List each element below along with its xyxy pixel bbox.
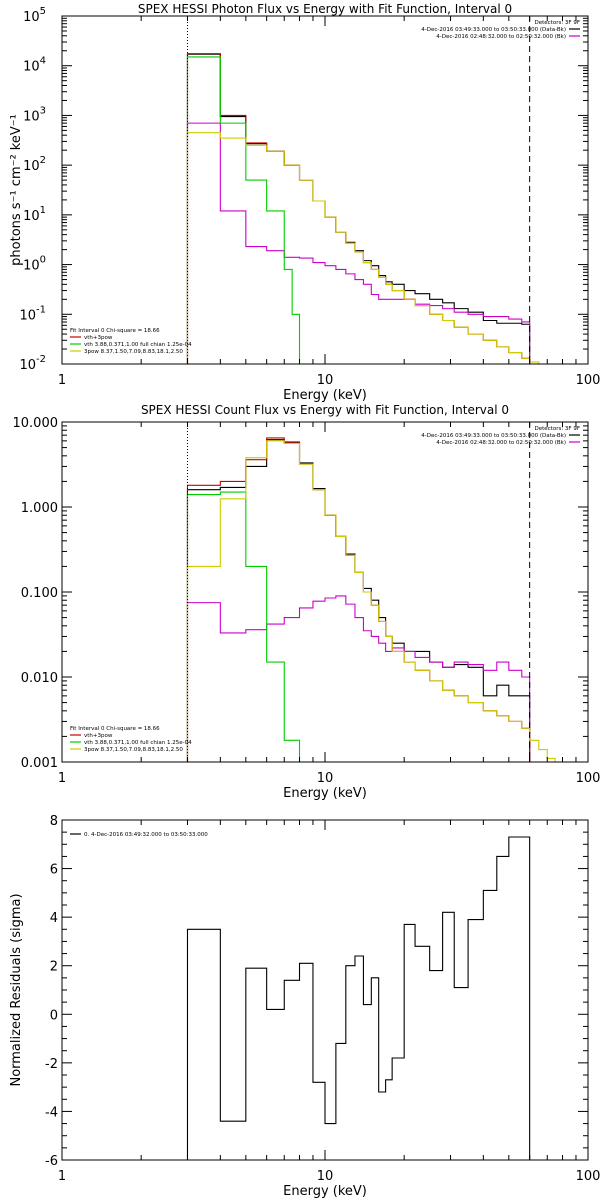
count-ytick-label: 0.100 <box>21 586 58 601</box>
photon-series-0 <box>186 53 531 364</box>
count-legend-entry: 4-Dec-2016 03:49:33.000 to 03:50:33.000 … <box>421 433 566 439</box>
photon-ylabel: photons s⁻¹ cm⁻² keV⁻¹ <box>9 114 24 266</box>
resid-ytick-label: 4 <box>50 911 58 926</box>
count-xtick-label: 10 <box>317 771 334 786</box>
count-xtick-label: 1 <box>58 771 66 786</box>
photon-legend-legend_bl: Fit Interval 0 Chi-square = 18.66vth+3po… <box>70 328 192 355</box>
photon-series-3 <box>186 56 301 364</box>
resid-ytick-label: -4 <box>45 1105 58 1120</box>
photon-ytick-base: 10 <box>23 10 40 25</box>
photon-ytick-exp: 5 <box>40 6 46 17</box>
resid-ytick-label: -6 <box>45 1154 58 1169</box>
count-ytick-label: 0.001 <box>21 756 58 771</box>
resid-legend-legend_tl: 0. 4-Dec-2016 03:49:32.000 to 03:50:33.0… <box>70 832 208 838</box>
photon-ytick-base: 10 <box>23 159 40 174</box>
photon-ytick-base: 10 <box>19 308 36 323</box>
photon-ytick-exp: -1 <box>36 304 46 315</box>
photon-ytick-exp: 2 <box>40 155 46 166</box>
count-legend-entry: 4-Dec-2016 02:48:32.000 to 02:50:32.000 … <box>436 440 566 446</box>
count-series <box>186 437 556 762</box>
count-legend-entry: vth 3.88,0.371,1.00 full chian 1.25e-04 <box>84 740 192 746</box>
photon-frame <box>61 15 589 365</box>
photon-ytick-label: 10-2 <box>19 354 46 373</box>
photon-ytick-base: 10 <box>23 259 40 274</box>
photon-ytick-exp: 0 <box>40 255 46 266</box>
count-series-3 <box>186 491 301 762</box>
photon-ytick-exp: 3 <box>40 105 46 116</box>
photon-title: SPEX HESSI Photon Flux vs Energy with Fi… <box>138 2 512 16</box>
photon-legend-legend_tr: Detectors: 3F 9F4-Dec-2016 03:49:33.000 … <box>421 20 580 40</box>
count-xtick-label: 100 <box>576 771 600 786</box>
resid-xtick-label: 10 <box>317 1169 334 1184</box>
count-ytick-label: 1.000 <box>21 501 58 516</box>
count-series-1 <box>186 595 531 762</box>
resid-chart: 1 10 100 Energy (keV) -6 -4 -2 0 2 4 6 8 Normalized … <box>9 814 600 1199</box>
resid-ytick-label: 6 <box>50 863 58 878</box>
photon-xtick-label: 1 <box>58 373 66 388</box>
photon-ytick-base: 10 <box>23 109 40 124</box>
photon-ytick-label: 104 <box>23 56 46 75</box>
count-chart: SPEX HESSI Count Flux vs Energy with Fit… <box>13 403 600 801</box>
photon-ytick-label: 10-1 <box>19 304 46 323</box>
photon-ytick-exp: -2 <box>36 354 46 365</box>
resid-ytick-label: -2 <box>45 1057 58 1072</box>
photon-ytick-base: 10 <box>19 358 36 373</box>
count-frame <box>61 421 589 763</box>
photon-legend-entry: 4-Dec-2016 03:49:33.000 to 03:50:33.000 … <box>421 27 566 33</box>
photon-ytick-label: 103 <box>23 105 46 124</box>
count-legend-entry: 3pow 8.37,1.50,7.09,8.83,18.1,2.50 <box>84 747 183 753</box>
count-ytick-label: 10.000 <box>13 416 59 431</box>
photon-legend-entry: vth+3pow <box>84 335 113 341</box>
photon-chart: SPEX HESSI Photon Flux vs Energy with Fi… <box>9 2 600 403</box>
resid-xtick-label: 1 <box>58 1169 66 1184</box>
resid-series <box>186 836 531 1160</box>
photon-legend-entry: vth 3.88,0.371,1.00 full chian 1.25e-04 <box>84 342 192 348</box>
resid-ylabel: Normalized Residuals (sigma) <box>9 893 24 1086</box>
resid-legend-entry: 0. 4-Dec-2016 03:49:32.000 to 03:50:33.0… <box>84 832 208 838</box>
photon-ytick-label: 102 <box>23 155 46 174</box>
resid-xtick-label: 100 <box>576 1169 600 1184</box>
photon-xtick-label: 100 <box>576 373 600 388</box>
count-legend-legend_tr: Detectors: 3F 9F4-Dec-2016 03:49:33.000 … <box>421 426 580 446</box>
count-legend-entry: vth+3pow <box>84 733 113 739</box>
photon-xlabel: Energy (keV) <box>283 388 367 403</box>
resid-ytick-label: 2 <box>50 960 58 975</box>
count-legend-header: Detectors: 3F 9F <box>534 426 580 432</box>
photon-series-1 <box>186 122 531 364</box>
photon-ytick-exp: 4 <box>40 56 46 67</box>
photon-legend-entry: 4-Dec-2016 02:48:32.000 to 02:50:32.000 … <box>436 34 566 40</box>
photon-ytick-base: 10 <box>23 60 40 75</box>
count-series-0 <box>186 439 531 762</box>
photon-ytick-label: 100 <box>23 255 46 274</box>
photon-ytick-label: 101 <box>23 205 46 224</box>
photon-legend-entry: 3pow 8.37,1.50,7.09,8.83,18.1,2.50 <box>84 349 183 355</box>
count-title: SPEX HESSI Count Flux vs Energy with Fit… <box>141 403 509 417</box>
resid-ytick-label: 8 <box>50 814 58 829</box>
photon-legend-header: Fit Interval 0 Chi-square = 18.66 <box>70 328 160 334</box>
count-series-4 <box>186 440 556 762</box>
resid-series-0 <box>186 836 531 1160</box>
photon-ytick-exp: 1 <box>40 205 46 216</box>
photon-legend-header: Detectors: 3F 9F <box>534 20 580 26</box>
photon-ytick-label: 105 <box>23 6 46 25</box>
count-legend-legend_bl: Fit Interval 0 Chi-square = 18.66vth+3po… <box>70 726 192 753</box>
count-ytick-label: 0.010 <box>21 671 58 686</box>
resid-xlabel: Energy (keV) <box>283 1184 367 1199</box>
photon-series-4 <box>186 132 548 364</box>
count-legend-header: Fit Interval 0 Chi-square = 18.66 <box>70 726 160 732</box>
count-xlabel: Energy (keV) <box>283 786 367 801</box>
photon-ytick-base: 10 <box>23 209 40 224</box>
resid-ytick-label: 0 <box>50 1008 58 1023</box>
photon-series <box>186 53 548 364</box>
photon-xtick-label: 10 <box>317 373 334 388</box>
